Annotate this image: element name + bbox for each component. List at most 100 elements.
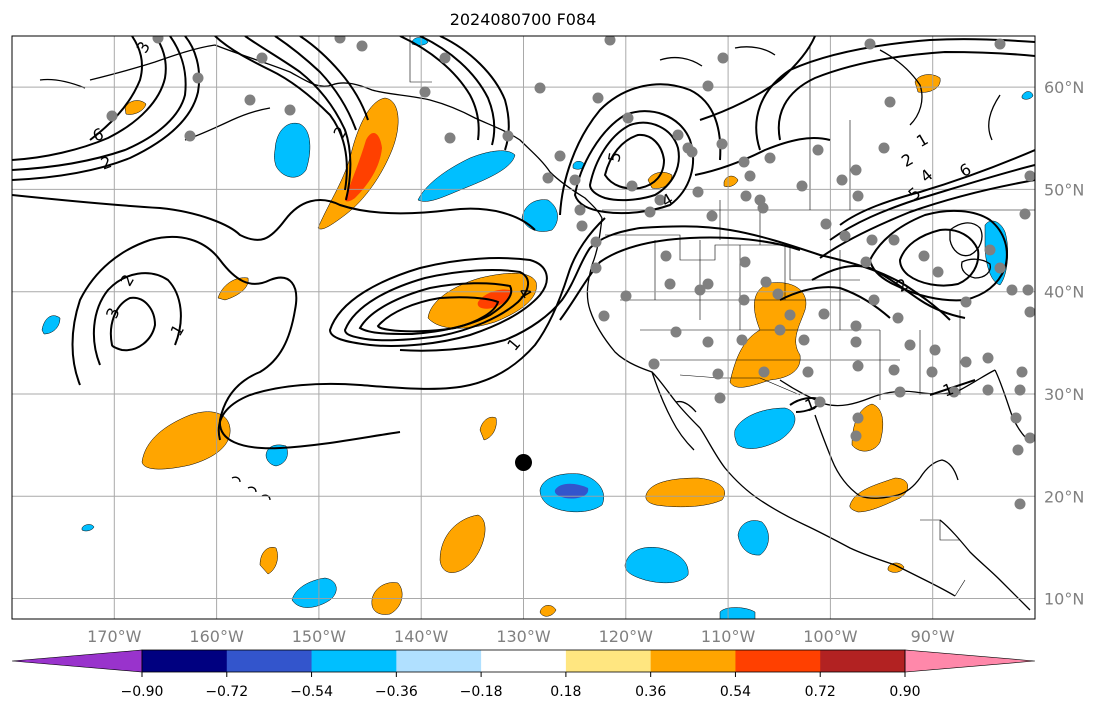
negative-anomaly-patch xyxy=(417,150,516,202)
positive-anomaly-patch xyxy=(539,605,557,617)
colorbar-tick-label: 0.90 xyxy=(889,684,920,700)
station-marker xyxy=(772,288,784,300)
longitude-label: 120°W xyxy=(599,627,654,646)
station-marker xyxy=(672,129,684,141)
colorbar-extend-min xyxy=(11,649,143,673)
contour-line xyxy=(419,36,496,146)
strong-positive-anomaly-patch xyxy=(477,289,511,309)
station-marker xyxy=(1016,366,1028,378)
colorbar-tick-label: 0.54 xyxy=(720,684,751,700)
station-marker xyxy=(660,250,672,262)
station-marker xyxy=(818,308,830,320)
station-marker xyxy=(850,430,862,442)
station-marker xyxy=(982,352,994,364)
latitude-tick-labels: 60°N 50°N 40°N 30°N 20°N 10°N xyxy=(1044,78,1084,608)
station-marker xyxy=(1022,284,1034,296)
contour-line xyxy=(829,164,1035,241)
latitude-label: 60°N xyxy=(1044,78,1084,97)
contour-line xyxy=(358,282,513,336)
colorbar-extend-max xyxy=(904,649,1036,673)
contour-line xyxy=(217,217,606,441)
station-marker xyxy=(904,339,916,351)
positive-anomaly-patch xyxy=(141,411,231,470)
station-marker xyxy=(714,392,726,404)
station-marker xyxy=(1010,412,1022,424)
station-marker xyxy=(798,334,810,346)
station-marker xyxy=(868,294,880,306)
station-marker xyxy=(774,324,786,336)
contour-line xyxy=(376,296,500,333)
colorbar-tick-label: 0.18 xyxy=(550,684,581,700)
contour-line xyxy=(328,257,548,347)
negative-anomaly-patch xyxy=(265,444,288,467)
longitude-label: 160°W xyxy=(189,627,244,646)
colorbar-segment xyxy=(735,650,821,672)
station-marker xyxy=(1024,432,1035,444)
contour-line xyxy=(755,38,1035,151)
longitude-label: 90°W xyxy=(911,627,955,646)
station-marker xyxy=(744,170,756,182)
station-marker xyxy=(702,80,714,92)
station-marker xyxy=(717,52,729,64)
longitude-label: 170°W xyxy=(87,627,142,646)
positive-anomaly-patch xyxy=(217,277,249,301)
station-marker xyxy=(850,320,862,332)
contour-line xyxy=(399,36,480,141)
station-marker xyxy=(622,112,634,124)
positive-anomaly-patch xyxy=(317,97,399,230)
strong-positive-anomaly-patch xyxy=(344,133,382,202)
negative-anomaly-patch xyxy=(624,547,689,584)
colorbar-tick-label: −0.18 xyxy=(460,684,503,700)
contour-line xyxy=(12,36,187,171)
longitude-label: 140°W xyxy=(394,627,449,646)
latitude-label: 50°N xyxy=(1044,180,1084,199)
longitude-label: 110°W xyxy=(701,627,756,646)
colorbar-segment xyxy=(226,650,313,672)
map-area: 1 2 3 4 1 2 5 4 2 1 5 4 6 2 1 1 2 6 3 xyxy=(11,35,1036,620)
station-marker xyxy=(554,150,566,162)
station-marker xyxy=(926,366,938,378)
colorbar-segment xyxy=(650,650,736,672)
station-marker xyxy=(439,52,451,64)
station-marker xyxy=(712,368,724,380)
colorbar-tick-label: −0.36 xyxy=(375,684,418,700)
station-marker xyxy=(502,130,514,142)
negative-anomaly-patch xyxy=(719,607,756,619)
station-marker xyxy=(850,336,862,348)
target-point-marker xyxy=(515,454,532,472)
contour-label: 5 xyxy=(604,150,624,163)
station-marker xyxy=(892,312,904,324)
station-marker xyxy=(702,278,714,290)
positive-anomaly-patch xyxy=(479,416,497,441)
positive-anomaly-patch xyxy=(645,477,725,508)
contour-line xyxy=(244,36,352,201)
longitude-label: 130°W xyxy=(496,627,551,646)
contour-line xyxy=(299,36,369,121)
negative-anomaly-patch xyxy=(737,520,769,556)
contour-line xyxy=(12,36,201,181)
station-marker xyxy=(760,276,772,288)
station-marker xyxy=(598,310,610,322)
station-marker xyxy=(356,40,368,52)
station-marker xyxy=(738,156,750,168)
contour-line xyxy=(71,236,401,450)
station-marker xyxy=(534,82,546,94)
colorbar-segment xyxy=(311,650,397,672)
station-marker xyxy=(884,96,896,108)
negative-anomaly-patch xyxy=(1021,91,1034,100)
station-markers xyxy=(106,36,1035,510)
station-marker xyxy=(758,366,770,378)
station-marker xyxy=(256,52,268,64)
station-marker xyxy=(738,294,750,306)
station-marker xyxy=(692,186,704,198)
station-marker xyxy=(1024,170,1035,182)
station-marker xyxy=(542,172,554,184)
station-marker xyxy=(590,262,602,274)
station-marker xyxy=(184,130,196,142)
station-marker xyxy=(918,250,930,262)
colorbar-segment xyxy=(142,650,228,672)
station-marker xyxy=(569,174,581,186)
station-marker xyxy=(626,180,638,192)
contour-lines xyxy=(12,36,1035,450)
